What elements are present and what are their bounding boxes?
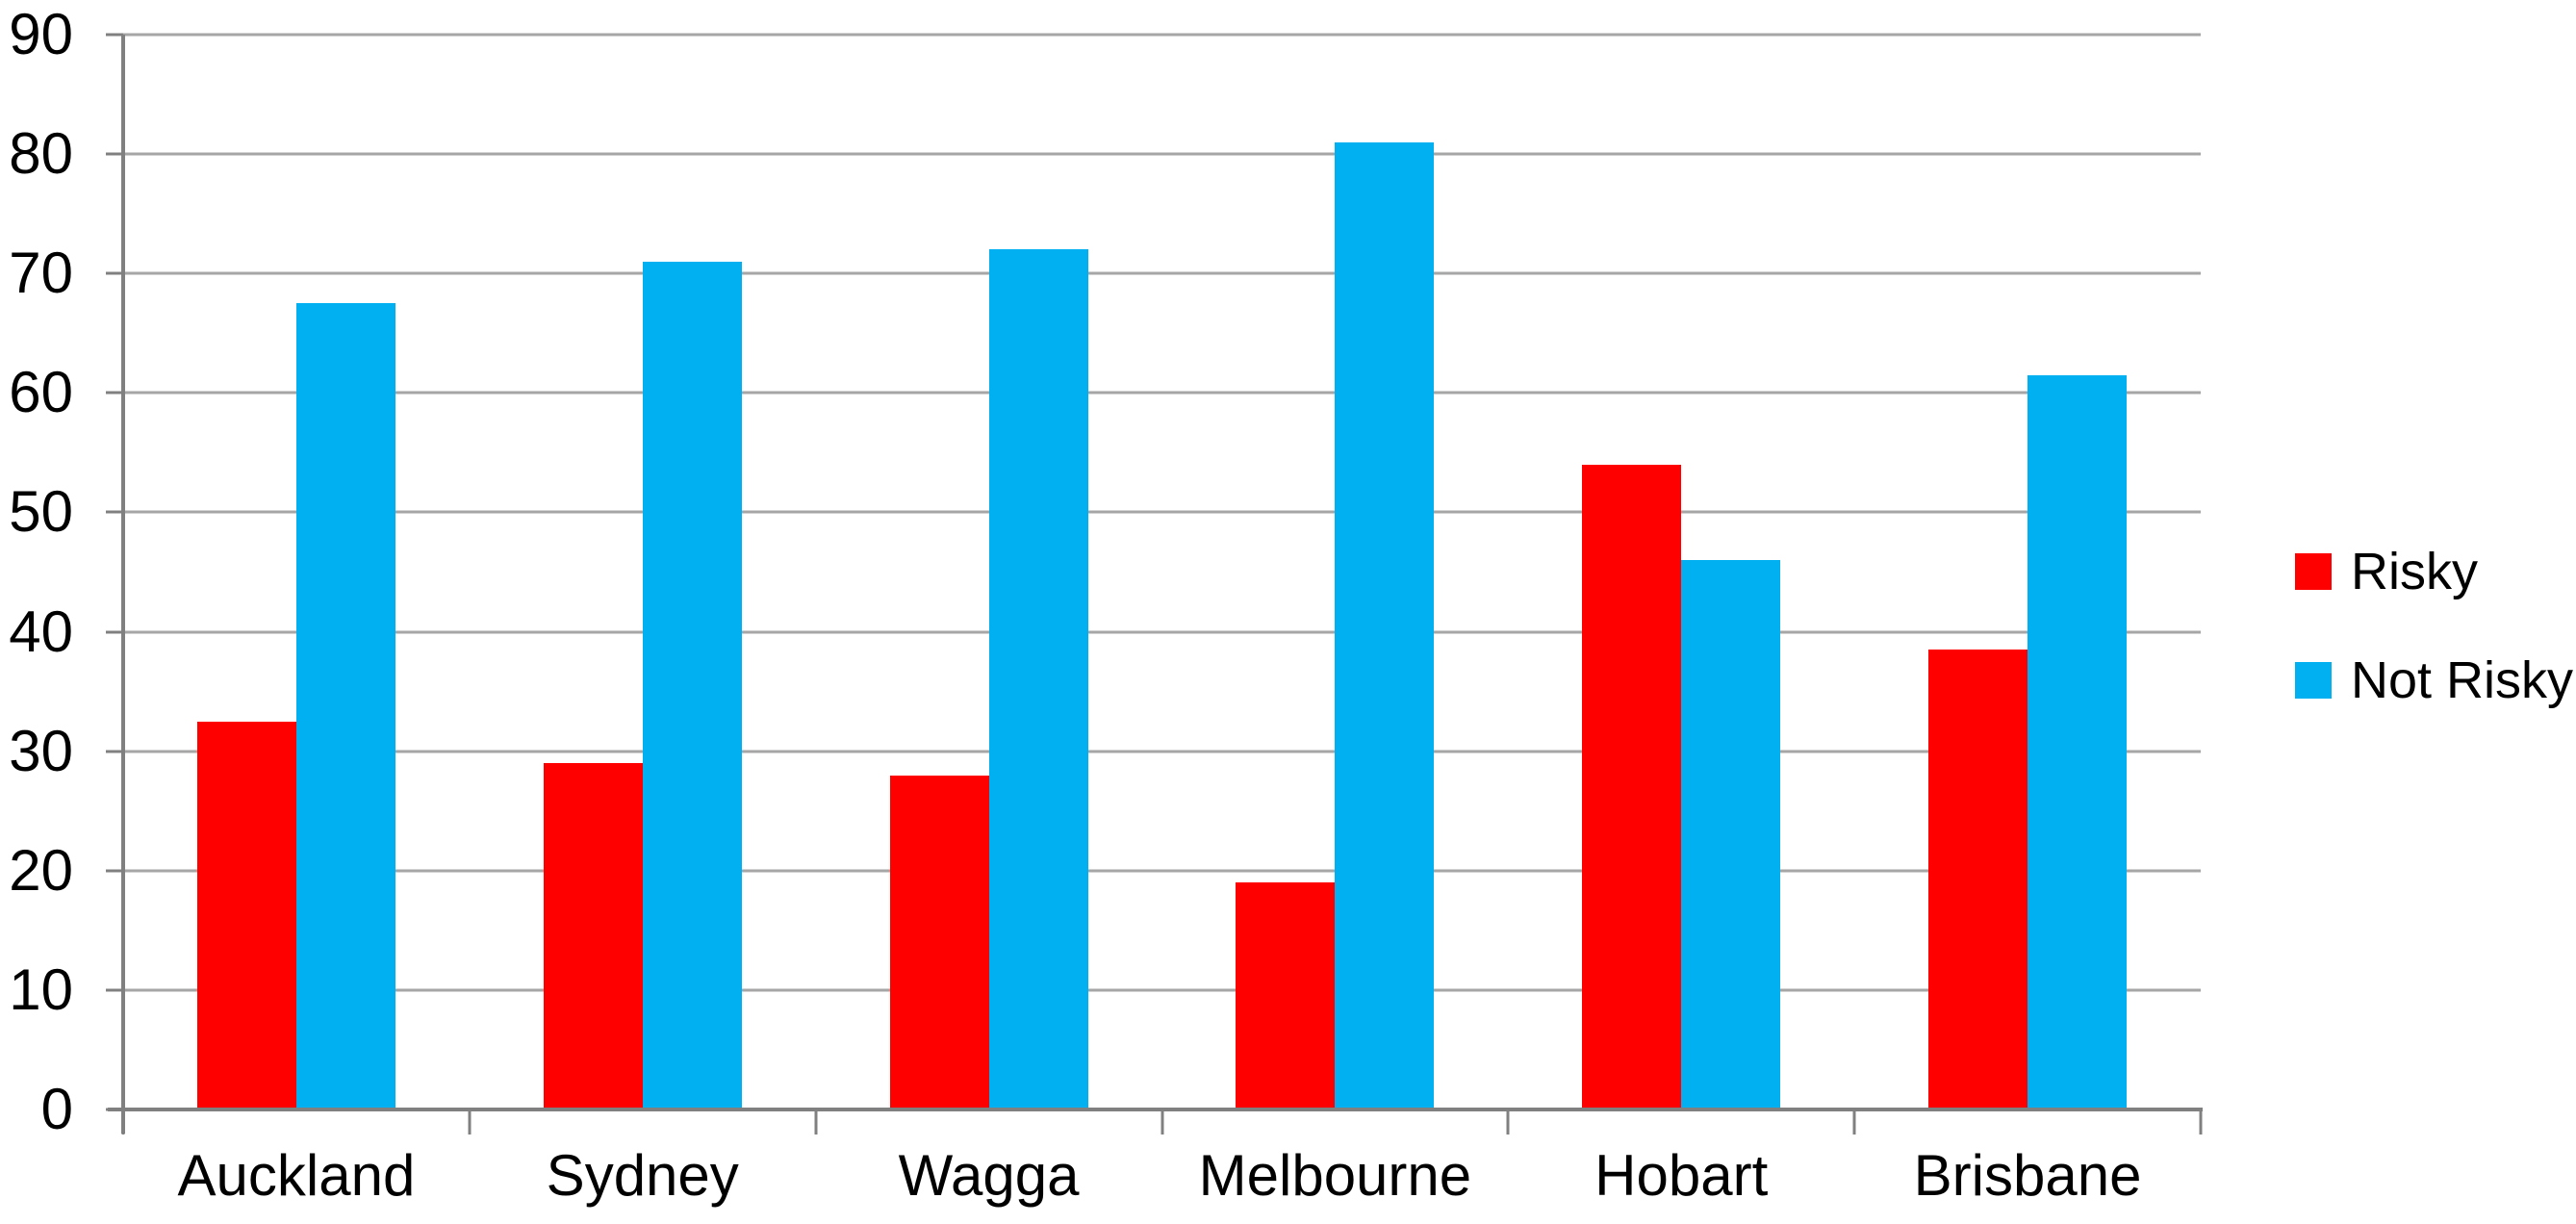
legend-label: Risky [2351, 542, 2478, 600]
gridline [123, 988, 2201, 992]
bar-not-risky [1335, 141, 1435, 1109]
bar-group [1854, 35, 2201, 1109]
x-tick [1160, 1109, 1163, 1135]
x-tick-label: Melbourne [1198, 1143, 1472, 1208]
x-tick-label: Sydney [546, 1143, 739, 1208]
bar-risky [543, 763, 643, 1109]
y-tick [106, 988, 123, 992]
bar-group [816, 35, 1162, 1109]
legend-item: Not Risky [2295, 652, 2573, 707]
y-tick [106, 391, 123, 395]
legend-item: Risky [2295, 544, 2573, 599]
x-tick [1506, 1109, 1510, 1135]
x-tick-label: Hobart [1594, 1143, 1769, 1208]
legend-label: Not Risky [2351, 650, 2574, 709]
gridline [123, 750, 2201, 753]
gridline [123, 271, 2201, 275]
bar-not-risky [642, 261, 742, 1109]
gridline [123, 152, 2201, 156]
y-tick [106, 510, 123, 514]
y-tick-label: 50 [9, 479, 73, 545]
bar-group [1161, 35, 1508, 1109]
y-tick [106, 750, 123, 753]
x-tick-label: Wagga [898, 1143, 1080, 1208]
x-tick [121, 1109, 125, 1135]
y-tick-label: 40 [9, 599, 73, 664]
y-tick-label: 70 [9, 241, 73, 306]
y-tick [106, 869, 123, 873]
bar-not-risky [988, 249, 1088, 1109]
y-tick [106, 271, 123, 275]
x-axis-labels: Auckland Sydney Wagga Melbourne Hobart Brisba… [123, 1147, 2201, 1205]
bar-risky [1582, 464, 1682, 1109]
bar-group [1508, 35, 1854, 1109]
y-tick-label: 30 [9, 718, 73, 783]
y-tick [106, 630, 123, 634]
y-tick [106, 33, 123, 37]
gridline [123, 630, 2201, 634]
y-tick-label: 60 [9, 360, 73, 425]
bar-not-risky [295, 303, 395, 1109]
y-axis-labels: 0 10 20 30 40 50 60 70 80 90 [0, 6, 73, 1138]
y-tick [106, 152, 123, 156]
x-tick [2199, 1109, 2203, 1135]
x-axis-ticks [121, 1109, 2203, 1135]
x-tick [468, 1109, 472, 1135]
gridline [123, 391, 2201, 395]
plot-area [123, 33, 2201, 1109]
x-tick-label: Brisbane [1913, 1143, 2142, 1208]
y-tick-label: 80 [9, 121, 73, 187]
y-axis-line [121, 35, 125, 1134]
gridline [123, 869, 2201, 873]
bar-groups [123, 35, 2201, 1109]
legend-swatch [2295, 661, 2332, 699]
legend-swatch [2295, 552, 2332, 590]
bar-risky [889, 775, 989, 1109]
y-tick-label: 20 [9, 837, 73, 903]
bar-not-risky [2028, 374, 2128, 1109]
bar-risky [1236, 882, 1336, 1109]
gridline [123, 33, 2201, 37]
bar-group [123, 35, 470, 1109]
x-tick-label: Auckland [177, 1143, 416, 1208]
gridline [123, 510, 2201, 514]
legend: Risky Not Risky [2295, 544, 2573, 707]
y-tick-label: 10 [9, 956, 73, 1022]
bar-risky [196, 721, 296, 1109]
bar-not-risky [1681, 560, 1781, 1109]
x-axis-line [108, 1108, 2203, 1111]
y-tick-label: 0 [40, 1077, 73, 1141]
gridlines [123, 33, 2201, 1109]
bar-group [470, 35, 816, 1109]
x-tick [814, 1109, 818, 1135]
bar-risky [1928, 650, 2028, 1109]
y-tick-label: 90 [9, 2, 73, 66]
x-tick [1852, 1109, 1856, 1135]
